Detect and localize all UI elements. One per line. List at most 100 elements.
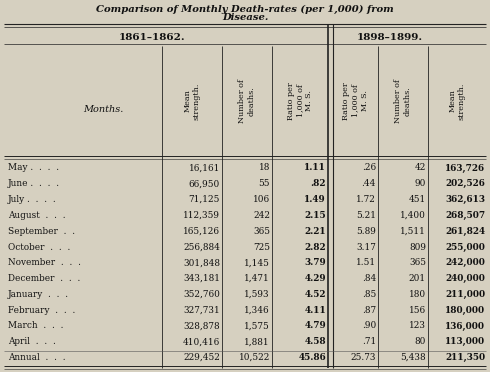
Text: March  .  .  .: March . . . [8, 321, 64, 330]
Text: 66,950: 66,950 [189, 179, 220, 188]
Text: .82: .82 [311, 179, 326, 188]
Text: 42: 42 [415, 164, 426, 173]
Text: 451: 451 [409, 195, 426, 204]
Text: 1,511: 1,511 [400, 227, 426, 236]
Text: 3.17: 3.17 [356, 243, 376, 251]
Text: 2.21: 2.21 [304, 227, 326, 236]
Text: 10,522: 10,522 [239, 353, 270, 362]
Text: .71: .71 [362, 337, 376, 346]
Text: 255,000: 255,000 [445, 243, 485, 251]
Text: Number of
deaths.: Number of deaths. [239, 79, 256, 123]
Text: 365: 365 [253, 227, 270, 236]
Text: April  .  .  .: April . . . [8, 337, 56, 346]
Text: 1,400: 1,400 [400, 211, 426, 220]
Text: 240,000: 240,000 [445, 274, 485, 283]
Text: 71,125: 71,125 [189, 195, 220, 204]
Text: May .  .  .  .: May . . . . [8, 164, 59, 173]
Text: 106: 106 [253, 195, 270, 204]
Text: 123: 123 [409, 321, 426, 330]
Text: 180: 180 [409, 290, 426, 299]
Text: 201: 201 [409, 274, 426, 283]
Text: 2.15: 2.15 [304, 211, 326, 220]
Text: 4.58: 4.58 [304, 337, 326, 346]
Text: 45.86: 45.86 [298, 353, 326, 362]
Text: 242,000: 242,000 [445, 258, 485, 267]
Text: 5,438: 5,438 [400, 353, 426, 362]
Text: 352,760: 352,760 [183, 290, 220, 299]
Text: 4.29: 4.29 [304, 274, 326, 283]
Text: 5.89: 5.89 [356, 227, 376, 236]
Text: 1898–1899.: 1898–1899. [357, 32, 423, 42]
Text: December  .  .  .: December . . . [8, 274, 80, 283]
Text: 1.51: 1.51 [356, 258, 376, 267]
Text: 362,613: 362,613 [445, 195, 485, 204]
Text: 327,731: 327,731 [183, 306, 220, 315]
Text: 55: 55 [259, 179, 270, 188]
Text: 1,593: 1,593 [245, 290, 270, 299]
Text: June .  .  .  .: June . . . . [8, 179, 60, 188]
Text: 211,000: 211,000 [445, 290, 485, 299]
Text: 1.11: 1.11 [304, 164, 326, 173]
Text: Mean
strength.: Mean strength. [448, 82, 466, 120]
Text: August  .  .  .: August . . . [8, 211, 66, 220]
Text: 1861–1862.: 1861–1862. [119, 32, 185, 42]
Text: 202,526: 202,526 [445, 179, 485, 188]
Text: 163,726: 163,726 [445, 163, 485, 173]
Text: 328,878: 328,878 [183, 321, 220, 330]
Text: 1,346: 1,346 [245, 306, 270, 315]
Text: Disease.: Disease. [222, 13, 268, 22]
Text: 136,000: 136,000 [445, 321, 485, 330]
Text: 229,452: 229,452 [183, 353, 220, 362]
Text: January  .  .  .: January . . . [8, 290, 69, 299]
Text: 165,126: 165,126 [183, 227, 220, 236]
Text: .85: .85 [362, 290, 376, 299]
Text: 3.79: 3.79 [304, 258, 326, 267]
Text: July .  .  .  .: July . . . . [8, 195, 57, 204]
Text: 4.11: 4.11 [304, 306, 326, 315]
Text: Mean
strength.: Mean strength. [183, 82, 200, 120]
Text: 156: 156 [409, 306, 426, 315]
Text: 725: 725 [253, 243, 270, 251]
Text: Ratio per
1,000 of
M. S.: Ratio per 1,000 of M. S. [287, 82, 313, 120]
Text: 18: 18 [259, 164, 270, 173]
Text: 261,824: 261,824 [445, 227, 485, 236]
Text: 211,350: 211,350 [445, 353, 485, 362]
Text: October  .  .  .: October . . . [8, 243, 71, 251]
Text: 365: 365 [409, 258, 426, 267]
Text: 268,507: 268,507 [445, 211, 485, 220]
Text: 4.52: 4.52 [304, 290, 326, 299]
Text: November  .  .  .: November . . . [8, 258, 81, 267]
Text: 113,000: 113,000 [445, 337, 485, 346]
Text: 1.49: 1.49 [304, 195, 326, 204]
Text: 410,416: 410,416 [183, 337, 220, 346]
Text: Ratio per
1,000 of
M. S.: Ratio per 1,000 of M. S. [343, 82, 368, 120]
Text: .84: .84 [362, 274, 376, 283]
Text: 1,575: 1,575 [244, 321, 270, 330]
Text: February  .  .  .: February . . . [8, 306, 75, 315]
Text: Months.: Months. [83, 106, 123, 115]
Text: 2.82: 2.82 [304, 243, 326, 251]
Text: .44: .44 [362, 179, 376, 188]
Text: 16,161: 16,161 [189, 164, 220, 173]
Text: 343,181: 343,181 [183, 274, 220, 283]
Text: .87: .87 [362, 306, 376, 315]
Text: 180,000: 180,000 [445, 306, 485, 315]
Text: 112,359: 112,359 [183, 211, 220, 220]
Text: 809: 809 [409, 243, 426, 251]
Text: 1,881: 1,881 [245, 337, 270, 346]
Text: Annual  .  .  .: Annual . . . [8, 353, 66, 362]
Text: 90: 90 [415, 179, 426, 188]
Text: 25.73: 25.73 [350, 353, 376, 362]
Text: Number of
deaths.: Number of deaths. [394, 79, 412, 123]
Text: 1,471: 1,471 [244, 274, 270, 283]
Text: .26: .26 [362, 164, 376, 173]
Text: 80: 80 [415, 337, 426, 346]
Text: 242: 242 [253, 211, 270, 220]
Text: September  .  .: September . . [8, 227, 75, 236]
Text: 301,848: 301,848 [183, 258, 220, 267]
Text: 1.72: 1.72 [356, 195, 376, 204]
Text: 1,145: 1,145 [244, 258, 270, 267]
Text: 4.79: 4.79 [304, 321, 326, 330]
Text: .90: .90 [362, 321, 376, 330]
Text: Comparison of Monthly Death-rates (per 1,000) from: Comparison of Monthly Death-rates (per 1… [96, 4, 394, 13]
